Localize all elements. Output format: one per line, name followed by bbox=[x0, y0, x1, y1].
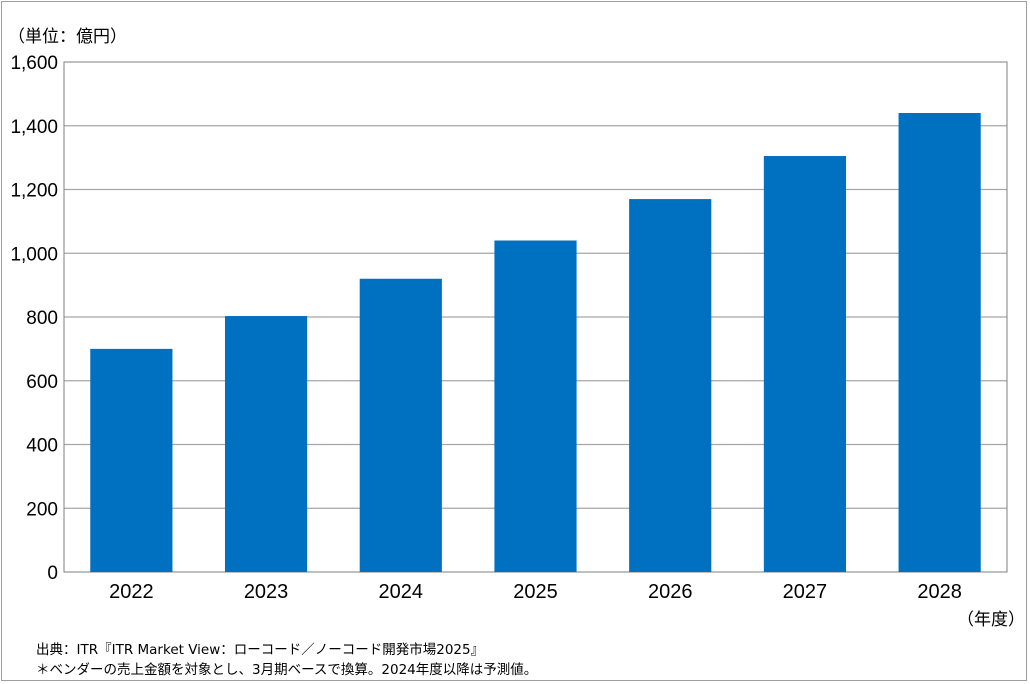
x-tick-label: 2022 bbox=[109, 581, 154, 603]
bars bbox=[90, 113, 981, 572]
bar-2023 bbox=[224, 316, 308, 572]
x-axis-ticks: 2022 2023 2024 2025 2026 2027 2028 bbox=[109, 581, 962, 603]
source-citation: 出典：ITR『ITR Market View：ローコード／ノーコード開発市場20… bbox=[36, 642, 485, 658]
x-tick-label: 2024 bbox=[379, 581, 424, 603]
bar-2022 bbox=[90, 348, 173, 572]
y-tick-label: 1,400 bbox=[10, 117, 58, 138]
x-tick-label: 2027 bbox=[783, 581, 828, 603]
bar-2025 bbox=[494, 240, 577, 572]
bar-2028 bbox=[898, 113, 981, 572]
y-tick-label: 200 bbox=[26, 499, 58, 520]
footnote: ＊ベンダーの売上金額を対象とし、3月期ベースで換算。2024年度以降は予測値。 bbox=[36, 662, 538, 678]
y-tick-label: 400 bbox=[26, 436, 58, 457]
y-tick-label: 800 bbox=[26, 308, 58, 329]
y-tick-label: 600 bbox=[26, 372, 58, 393]
x-tick-label: 2023 bbox=[244, 581, 289, 603]
x-axis-unit-label: （年度） bbox=[957, 610, 1025, 630]
bar-2027 bbox=[763, 156, 847, 572]
y-tick-label: 1,600 bbox=[10, 53, 58, 74]
y-tick-label: 1,200 bbox=[10, 181, 58, 202]
y-tick-label: 1,000 bbox=[10, 244, 58, 265]
x-tick-label: 2026 bbox=[648, 581, 693, 603]
y-axis-unit-label: （単位：億円） bbox=[8, 27, 127, 47]
x-tick-label: 2025 bbox=[513, 581, 558, 603]
y-tick-label: 0 bbox=[47, 563, 58, 584]
y-axis-ticks: 0 200 400 600 800 1,000 1,200 1,400 1,600 bbox=[10, 53, 58, 584]
x-tick-label: 2028 bbox=[917, 581, 962, 603]
bar-2026 bbox=[629, 199, 712, 572]
bar-2024 bbox=[359, 278, 442, 572]
